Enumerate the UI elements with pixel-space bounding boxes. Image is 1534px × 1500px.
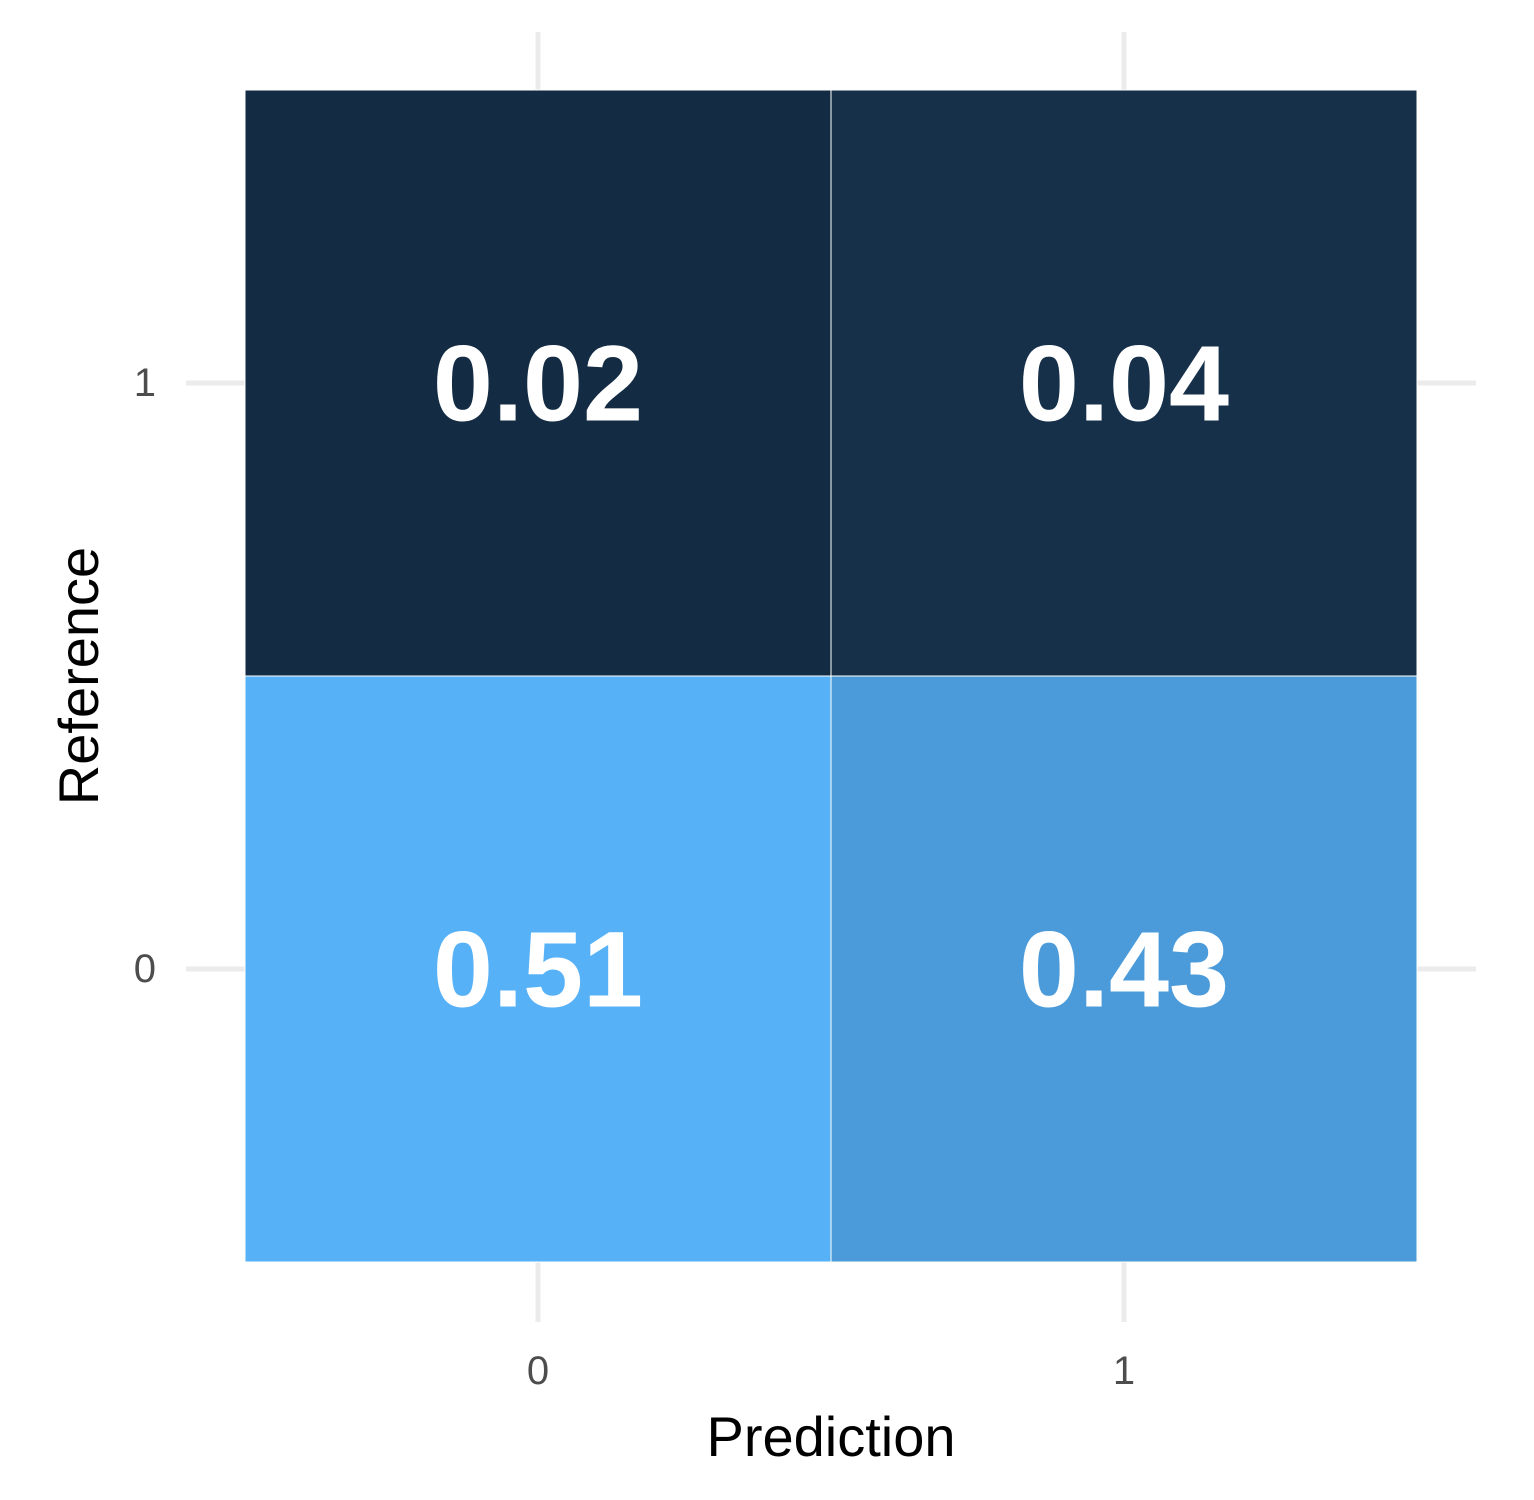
cell-label-1-0: 0.43 [1019, 909, 1229, 1030]
heatmap-cell-0-0 [244, 675, 832, 1263]
y-tick-label-0: 0 [134, 947, 156, 991]
heatmap-cell-1-0 [830, 675, 1418, 1263]
y-axis-title: Reference [47, 547, 110, 805]
x-tick-label-1: 1 [1113, 1349, 1135, 1393]
heatmap-cell-0-1 [244, 89, 832, 677]
cell-labels: 0.02 0.04 0.51 0.43 [433, 323, 1229, 1030]
cell-label-1-1: 0.04 [1019, 323, 1229, 444]
heatmap-cells [244, 89, 1418, 1263]
axis-ticks: 0 1 0 1 [134, 361, 1135, 1393]
x-axis-title: Prediction [706, 1405, 955, 1468]
cell-label-0-0: 0.51 [433, 909, 643, 1030]
x-tick-label-0: 0 [527, 1349, 549, 1393]
y-tick-label-1: 1 [134, 361, 156, 405]
cell-label-0-1: 0.02 [433, 323, 643, 444]
